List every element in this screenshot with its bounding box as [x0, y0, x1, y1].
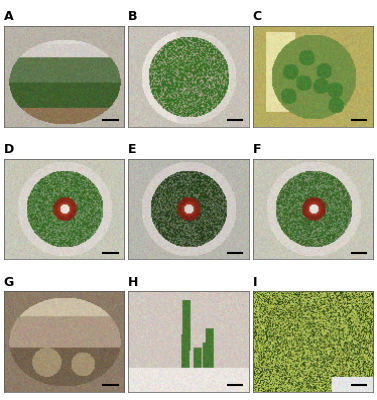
Text: H: H — [128, 276, 139, 288]
Text: A: A — [4, 10, 14, 23]
Text: F: F — [253, 143, 261, 156]
Text: G: G — [4, 276, 14, 288]
Text: B: B — [128, 10, 138, 23]
Text: I: I — [253, 276, 257, 288]
Text: C: C — [253, 10, 262, 23]
Text: E: E — [128, 143, 137, 156]
Text: D: D — [4, 143, 14, 156]
